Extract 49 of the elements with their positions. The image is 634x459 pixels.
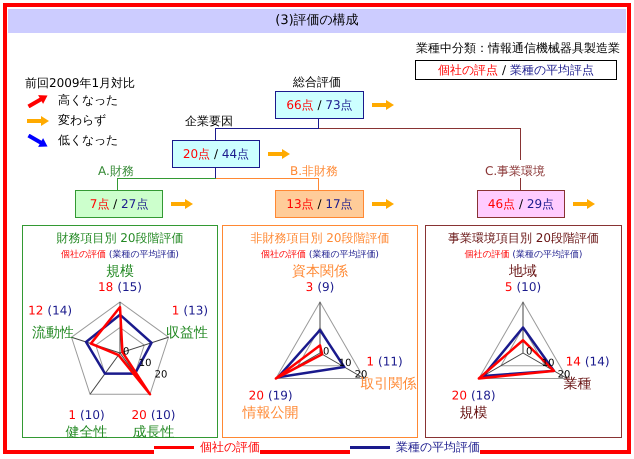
text: 20点 / 44点 (182, 147, 250, 161)
text: 5 (10) (504, 280, 542, 294)
text: 12 (14) (28, 304, 72, 318)
text: A.財務 (98, 163, 134, 180)
spoke-label: 収益性 (166, 325, 208, 342)
chart-subtitle: 個社の評価 (業種の平均評価) (61, 250, 179, 260)
text: (3)評価の構成 (8, 9, 626, 33)
y-tick-label: 20 (154, 370, 168, 381)
text: 業種中分類：情報通信機械器具製造業 (416, 40, 620, 57)
spoke-label: 規模 (460, 405, 488, 422)
text: 前回2009年1月対比 (25, 75, 136, 92)
text: 3 (9) (306, 280, 334, 294)
text: 46点 / 29点 (488, 197, 554, 211)
text: 個社の評点 / 業種の平均評点 (438, 63, 594, 77)
spoke-label: 成長性 (132, 424, 175, 441)
text: 20 (10) (132, 408, 176, 422)
text: C.事業環境 (485, 163, 546, 180)
text: 1 (10) (68, 408, 105, 422)
chart-title: 事業環境項目別 20段階評価 (446, 230, 600, 247)
spoke-label: 情報公開 (242, 405, 299, 422)
text: 1 (11) (366, 354, 403, 369)
text: 66点 / 73点 (286, 98, 353, 112)
chart-subtitle: 個社の評価 (業種の平均評価) (464, 250, 582, 260)
spoke-label: 流動性 (32, 325, 74, 342)
spoke-label: 資本関係 (292, 264, 348, 280)
legend-label: 個社の評価 (200, 439, 260, 456)
text: 1 (13) (172, 304, 208, 318)
text: 総合評価 (293, 74, 341, 91)
text: B.非財務 (290, 163, 338, 180)
text: 企業要因 (185, 113, 233, 130)
y-tick-label: 0 (323, 346, 330, 358)
text: 20 (18) (452, 388, 496, 403)
text: 高くなった (58, 92, 118, 109)
spoke-label: 規模 (106, 264, 134, 280)
spoke-label: 健全性 (65, 424, 108, 441)
y-tick-label: 0 (526, 346, 532, 358)
chart-subtitle: 個社の評価 (業種の平均評価) (261, 250, 379, 260)
chart-title: 非財務項目別 20段階評価 (249, 230, 391, 247)
legend-label: 業種の平均評価 (396, 439, 480, 456)
text: 7点 / 27点 (90, 197, 148, 211)
spoke-label: 地域 (508, 264, 537, 280)
text: 低くなった (58, 132, 118, 149)
text: 変わらず (58, 112, 106, 129)
chart-title: 財務項目別 20段階評価 (55, 230, 185, 247)
text: 18 (15) (98, 280, 142, 294)
text: 20 (19) (248, 388, 293, 403)
text: 13点 / 17点 (286, 197, 353, 211)
text: 14 (14) (566, 354, 610, 369)
y-tick-label: 10 (542, 358, 555, 370)
